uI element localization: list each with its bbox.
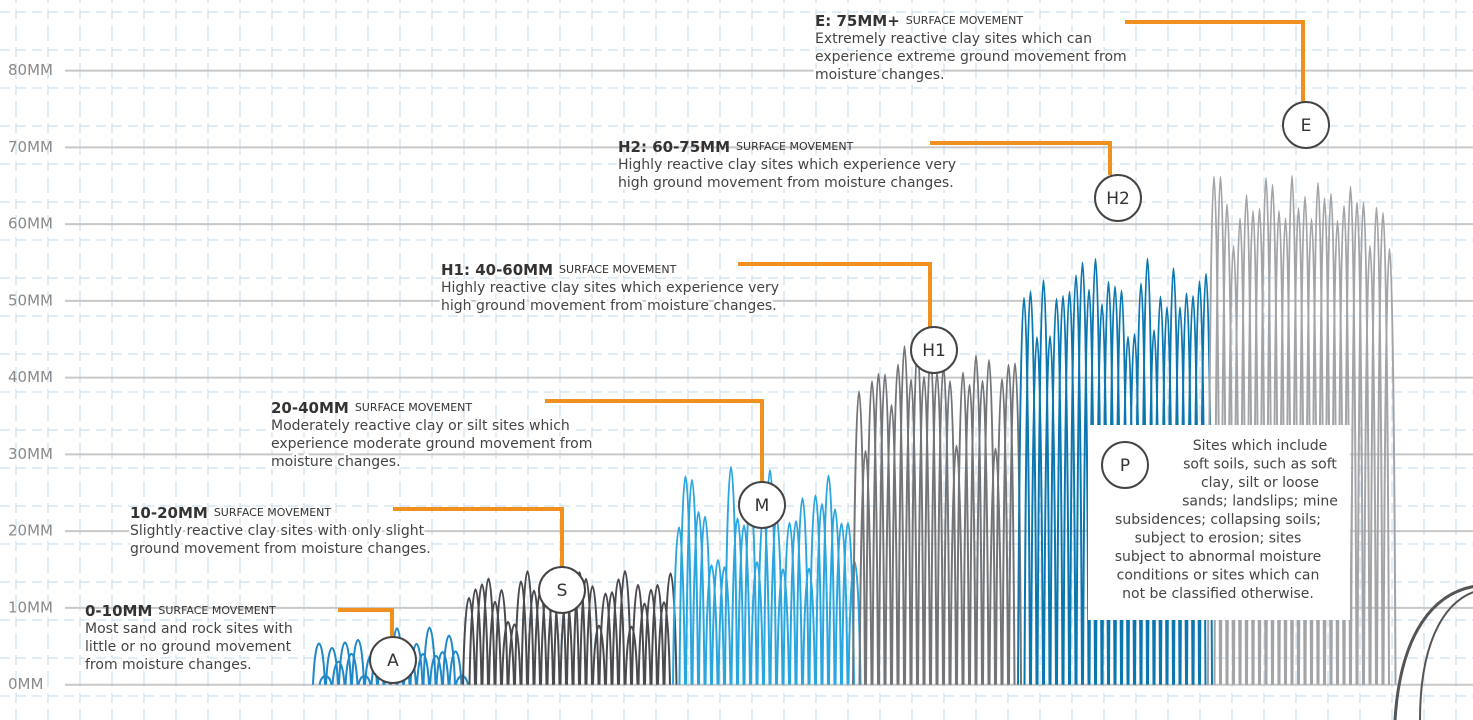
heading-suffix: SURFACE MOVEMENT (559, 263, 677, 276)
class-description: Highly reactive clay sites which experie… (441, 280, 779, 296)
heading-suffix: SURFACE MOVEMENT (214, 506, 332, 519)
class-description: ground movement from moisture changes. (130, 541, 431, 557)
special-description: Sites which include (1193, 438, 1328, 454)
heading-suffix: SURFACE MOVEMENT (906, 14, 1024, 27)
special-description: soft soils, such as soft (1183, 457, 1337, 473)
y-tick-label: 30MM (8, 445, 53, 463)
class-description: Extremely reactive clay sites which can (815, 31, 1092, 47)
y-tick-label: 0MM (8, 675, 43, 693)
class-description: moisture changes. (815, 67, 945, 83)
chart: 0MM 10MM 20MM 30MM 40MM 50MM 60MM 70MM 80MM 0-10… (0, 0, 1473, 720)
class-description: experience extreme ground movement from (815, 49, 1127, 65)
class-description: Slightly reactive clay sites with only s… (130, 523, 425, 539)
class-badge-label: A (387, 651, 399, 671)
y-tick-label: 70MM (8, 138, 53, 156)
heading-suffix: SURFACE MOVEMENT (736, 140, 854, 153)
class-badge-label: E (1301, 116, 1312, 136)
range-label: E: 75MM+ (815, 12, 900, 30)
range-label: 0-10MM (85, 602, 152, 620)
class-heading: E: 75MM+ SURFACE MOVEMENT (815, 12, 1023, 30)
special-badge-label: P (1120, 456, 1130, 476)
class-heading: 0-10MM SURFACE MOVEMENT (85, 602, 276, 620)
class-description: Most sand and rock sites with (85, 621, 293, 637)
class-heading: 10-20MM SURFACE MOVEMENT (130, 504, 331, 522)
class-description: from moisture changes. (85, 657, 252, 673)
class-description: high ground movement from moisture chang… (618, 175, 954, 191)
range-label: 20-40MM (271, 399, 349, 417)
range-label: H2: 60-75MM (618, 138, 730, 156)
range-label: 10-20MM (130, 504, 208, 522)
y-tick-label: 40MM (8, 368, 53, 386)
class-description: experience moderate ground movement from (271, 436, 592, 452)
y-tick-label: 20MM (8, 522, 53, 540)
range-label: H1: 40-60MM (441, 261, 553, 279)
special-description: clay, silt or loose (1201, 475, 1319, 491)
special-description: subsidences; collapsing soils; (1115, 512, 1321, 528)
y-tick-label: 60MM (8, 215, 53, 233)
special-description: conditions or sites which can (1117, 568, 1320, 584)
class-badge-label: S (557, 581, 568, 601)
special-description: subject to abnormal moisture (1115, 549, 1321, 565)
class-description: little or no ground movement (85, 639, 292, 655)
class-badge-label: H2 (1106, 189, 1130, 209)
class-badge-label: M (755, 496, 770, 516)
class-description: moisture changes. (271, 454, 401, 470)
special-description: sands; landslips; mine (1182, 494, 1338, 510)
class-description: high ground movement from moisture chang… (441, 298, 777, 314)
y-tick-label: 10MM (8, 598, 53, 616)
heading-suffix: SURFACE MOVEMENT (355, 401, 473, 414)
y-tick-label: 50MM (8, 291, 53, 309)
special-description: subject to erosion; sites (1135, 531, 1302, 547)
class-heading: H1: 40-60MM SURFACE MOVEMENT (441, 261, 677, 279)
class-heading: 20-40MM SURFACE MOVEMENT (271, 399, 472, 417)
class-badge-label: H1 (922, 341, 946, 361)
class-heading: H2: 60-75MM SURFACE MOVEMENT (618, 138, 854, 156)
y-tick-label: 80MM (8, 61, 53, 79)
special-description: not be classified otherwise. (1122, 586, 1314, 602)
heading-suffix: SURFACE MOVEMENT (158, 604, 276, 617)
class-description: Moderately reactive clay or silt sites w… (271, 418, 570, 434)
class-description: Highly reactive clay sites which experie… (618, 157, 956, 173)
